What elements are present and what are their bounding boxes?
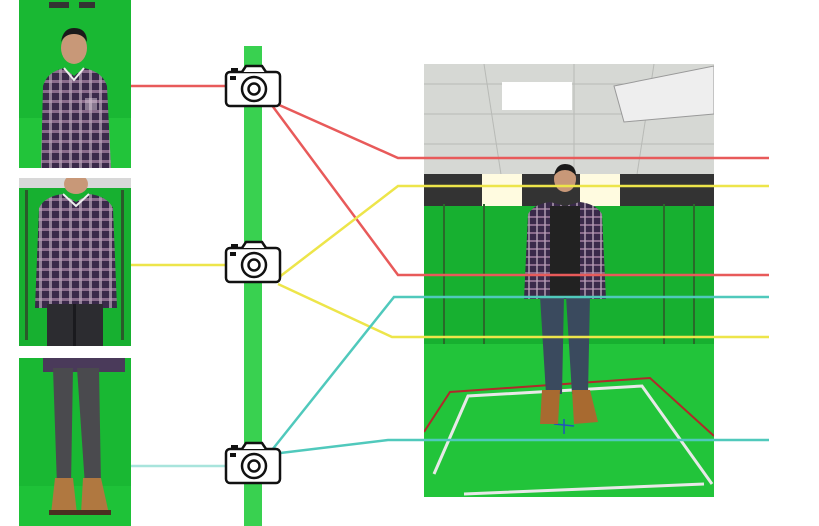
camera-rig-bar (244, 46, 262, 526)
photo-legs-image (19, 358, 131, 526)
camera-icon (224, 441, 282, 485)
photo-torso (19, 178, 131, 346)
line-cyan-upper-ray (271, 295, 769, 451)
photo-legs (19, 358, 131, 526)
line-yellow-upper-ray (277, 184, 769, 279)
photo-torso-image (19, 178, 131, 346)
camera-icon-bottom (224, 441, 282, 485)
photo-upper-body (19, 0, 131, 168)
line-yellow-lower-ray (277, 282, 769, 339)
camera-icon (224, 240, 282, 284)
camera-icon (224, 64, 282, 108)
line-cyan-lower-ray (271, 438, 769, 456)
line-red-upper-ray (267, 98, 769, 160)
photo-upper-body-image (19, 0, 131, 168)
camera-icon-middle (224, 240, 282, 284)
camera-icon-top (224, 64, 282, 108)
line-red-lower-ray (266, 99, 769, 277)
